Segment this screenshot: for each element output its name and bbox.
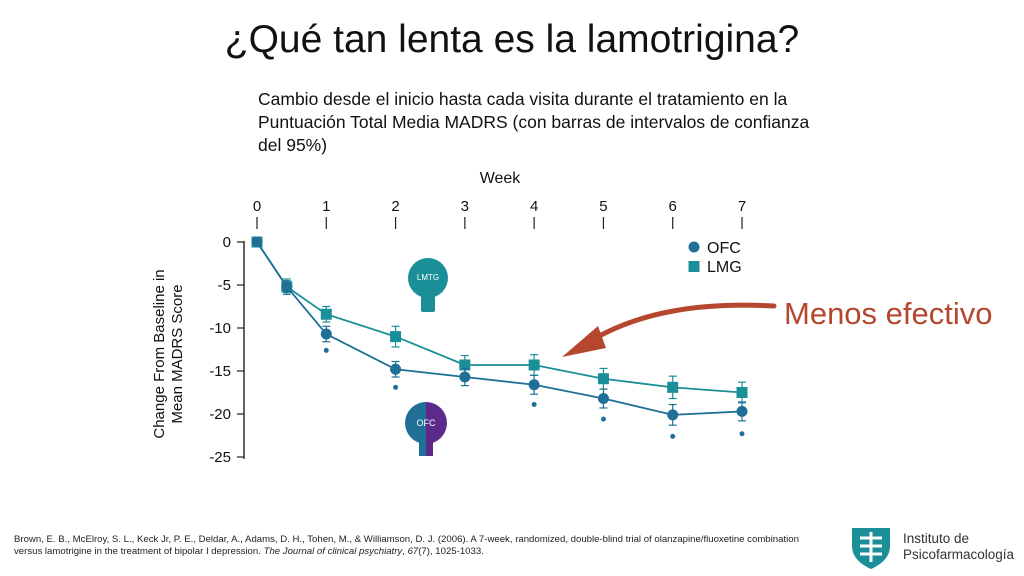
chart-subtitle: Cambio desde el inicio hasta cada visita…: [258, 89, 810, 155]
data-point-ofc: [528, 379, 540, 391]
x-tick-label: 0: [253, 198, 261, 215]
citation-journal: The Journal of clinical psychiatry: [263, 546, 403, 557]
x-tick-label: 6: [669, 198, 677, 215]
y-tick-label: -5: [218, 277, 231, 294]
x-tick-label: 5: [599, 198, 607, 215]
legend-lmg-label: LMG: [707, 259, 742, 276]
legend: OFC LMG: [688, 240, 742, 276]
y-ticks: 0 -5 -10 -15 -20 -25: [209, 234, 244, 466]
data-point-lmg: [459, 359, 471, 371]
x-tick-label: 2: [391, 198, 399, 215]
institute-line1: Instituto de: [903, 531, 970, 546]
institute-line2: Psicofarmacología: [903, 547, 1015, 562]
series-layer: [251, 236, 748, 439]
data-point-lmg: [320, 308, 332, 320]
y-tick-label: -25: [209, 449, 231, 466]
legend-ofc-label: OFC: [707, 240, 741, 257]
data-point-ofc: [251, 236, 263, 248]
lmtg-pill-icon: LMTG: [408, 258, 448, 312]
shield-icon: [852, 528, 890, 569]
data-point-ofc: [390, 363, 402, 375]
data-point-lmg: [390, 331, 402, 343]
legend-ofc-marker: [688, 241, 700, 253]
slide-title: ¿Qué tan lenta es la lamotrigina?: [224, 18, 800, 61]
annotation-less-effective: Menos efectivo: [784, 296, 993, 331]
y-tick-label: -15: [209, 363, 231, 380]
y-tick-label: 0: [223, 234, 231, 251]
data-point-ofc: [281, 281, 293, 293]
series-lmg: [251, 236, 748, 404]
x-tick-label: 3: [461, 198, 469, 215]
lmtg-icon-label: LMTG: [417, 273, 439, 282]
citation-text: Brown, E. B., McElroy, S. L., Keck Jr, P…: [14, 534, 799, 557]
significance-mark: [531, 402, 537, 408]
x-tick-label: 7: [738, 198, 746, 215]
legend-lmg-marker: [688, 261, 700, 272]
ofc-icon-label: OFC: [417, 418, 436, 428]
y-axis-label-line1: Change From Baseline in: [151, 269, 168, 438]
significance-mark: [393, 384, 399, 390]
series-ofc: [251, 236, 748, 439]
x-tick-label: 1: [322, 198, 330, 215]
data-point-ofc: [459, 371, 471, 383]
data-point-ofc: [597, 393, 609, 405]
citation-volume: 67: [407, 546, 419, 557]
ofc-pill-icon: OFC: [405, 402, 447, 456]
y-tick-label: -10: [209, 320, 231, 337]
significance-mark: [600, 416, 606, 422]
data-point-lmg: [597, 373, 609, 385]
significance-mark: [670, 433, 676, 439]
annotation-arrow: [562, 302, 777, 357]
citation-comma: ,: [402, 546, 408, 557]
y-tick-label: -20: [209, 406, 231, 423]
citation-rest: (7), 1025-1033.: [418, 546, 484, 557]
x-ticks: 0 1 2 3 4 5 6 7: [253, 198, 746, 229]
significance-mark: [323, 347, 329, 353]
institute-logo: Instituto de Psicofarmacología: [848, 524, 1018, 572]
y-axis-label: Change From Baseline in Mean MADRS Score: [151, 269, 186, 438]
citation: Brown, E. B., McElroy, S. L., Keck Jr, P…: [14, 534, 814, 558]
data-point-ofc: [320, 328, 332, 340]
institute-name: Instituto de Psicofarmacología: [903, 531, 1014, 563]
y-axis-label-line2: Mean MADRS Score: [169, 284, 186, 423]
data-point-lmg: [736, 387, 748, 398]
data-point-lmg: [667, 381, 679, 393]
data-point-ofc: [667, 409, 679, 421]
data-point-ofc: [736, 405, 748, 417]
x-tick-label: 4: [530, 198, 538, 215]
significance-mark: [739, 431, 745, 437]
x-axis-label: Week: [480, 170, 522, 187]
data-point-lmg: [528, 359, 540, 371]
